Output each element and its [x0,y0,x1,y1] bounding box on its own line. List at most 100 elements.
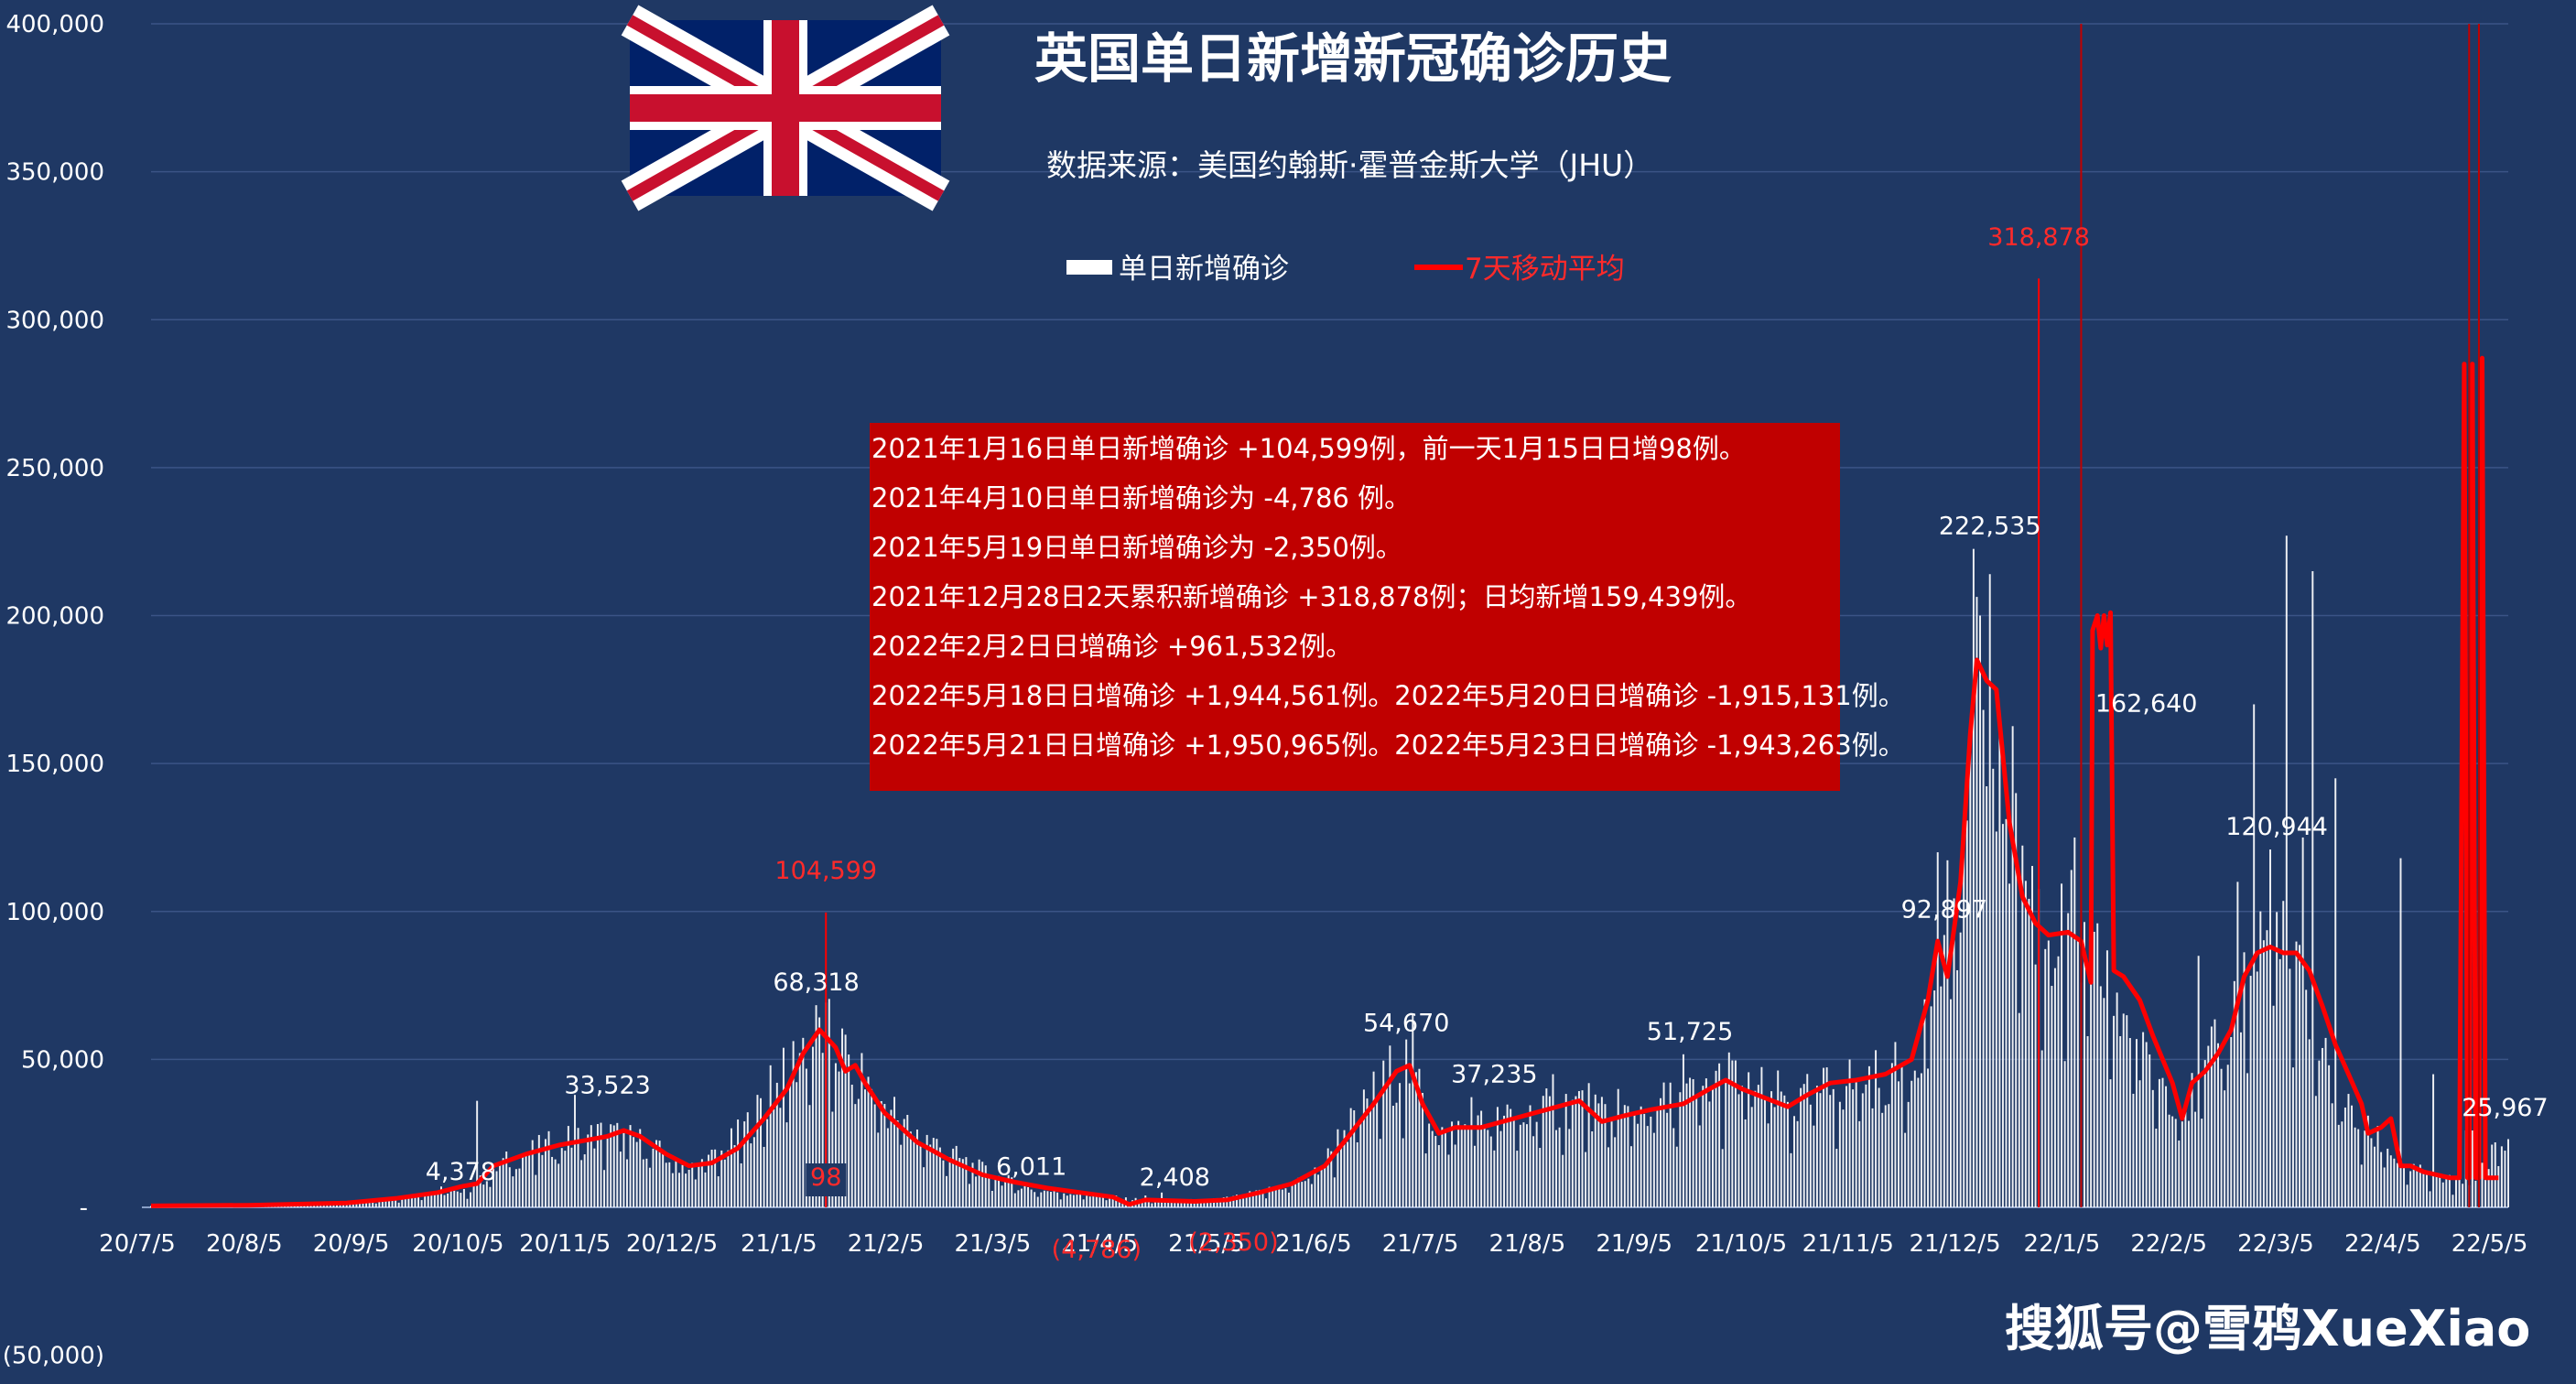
bar [1301,1182,1304,1207]
bar [1597,1103,1600,1207]
bar [1815,1086,1818,1207]
bar [329,1204,331,1207]
bar [727,1150,730,1207]
bar [1777,1070,1780,1207]
bar [798,1053,801,1207]
bar [2151,1089,2154,1207]
bar [2351,1105,2354,1207]
bar [1718,1063,1721,1207]
bar [2285,535,2288,1207]
bar [1542,1096,1544,1207]
bar [1800,1087,1802,1207]
bar [2337,1124,2340,1207]
bar [629,1125,632,1207]
bar [990,1190,993,1207]
bar [1913,1070,1916,1207]
bar [1320,1168,1323,1207]
bar [1353,1110,1356,1207]
note-line: 2022年5月21日日增确诊 +1,950,965例。2022年5月23日日增确… [871,730,1905,761]
bar [2256,971,2258,1207]
bar [932,1138,935,1207]
bar [1209,1200,1212,1207]
note-line: 2021年5月19日单日新增确诊为 -2,350例。 [871,532,1402,563]
bar [2318,1060,2321,1207]
bar [1196,1202,1199,1207]
bar [2230,1037,2233,1207]
bar [2373,1146,2376,1207]
bar [1748,1072,1750,1207]
bar [2272,1005,2275,1207]
bar [2445,1177,2448,1207]
bar [913,1136,915,1207]
bar [449,1191,452,1207]
bar [1744,1119,1747,1207]
x-tick-label: 21/1/5 [741,1230,817,1258]
bar [2370,1138,2373,1207]
bar [1027,1186,1030,1207]
bar [495,1171,498,1207]
bar [1623,1105,1626,1207]
x-tick-label: 20/10/5 [412,1230,503,1258]
bar [1535,1121,1538,1207]
bar [1871,1108,1874,1207]
bar [2331,1103,2333,1207]
bar [2243,952,2246,1207]
bar [1656,1107,1659,1207]
bar [633,1137,635,1207]
legend-line-label: 7天移动平均 [1465,253,1625,286]
bar [554,1159,557,1207]
bar [1359,1119,1362,1207]
bar [1525,1124,1528,1207]
bar [339,1203,341,1207]
bar [1506,1104,1509,1207]
bar [466,1198,469,1207]
bar [1685,1083,1688,1207]
bar [2021,845,2024,1207]
bar [854,1104,857,1207]
bar [1829,1095,1832,1207]
bar [443,1195,446,1207]
bar [1832,1088,1835,1207]
note-line: 2021年4月10日单日新增确诊为 -4,786 例。 [871,482,1411,514]
bar [662,1153,665,1207]
bar [2354,1127,2356,1207]
bar [2341,1121,2343,1207]
bar [1326,1148,1329,1207]
bar [1806,1074,1809,1207]
bar [2291,1067,2294,1207]
bar [1969,730,1972,1207]
bar [603,1170,606,1207]
bar [1493,1150,1496,1207]
bar [2031,866,2033,1207]
bar [1682,1054,1684,1207]
bar [2076,941,2079,1207]
bar [1274,1187,1277,1207]
bar [2295,941,2298,1207]
bar [2093,931,2095,1207]
bar [1059,1199,1062,1207]
bar [1757,1085,1759,1207]
bar [1975,597,1978,1207]
x-tick-label: 21/12/5 [1909,1230,2000,1258]
bar [1842,1109,1845,1207]
bar [447,1193,449,1207]
bar [1314,1167,1316,1207]
bar [2057,956,2060,1207]
bar [1564,1094,1567,1207]
bar [1167,1200,1170,1207]
bar [1585,1152,1587,1207]
bar [2040,1050,2043,1207]
bar [577,1128,579,1207]
moving-average-series [150,24,2499,1208]
bar [2269,849,2271,1207]
bar [687,1169,690,1207]
bar [368,1201,371,1207]
x-tick-label: 21/8/5 [1489,1230,1566,1258]
bar [547,1130,550,1207]
bar [1304,1181,1306,1207]
y-tick-label: - [80,1195,88,1222]
bar [2249,976,2252,1207]
bar [1349,1108,1352,1207]
bar [1594,1094,1596,1207]
